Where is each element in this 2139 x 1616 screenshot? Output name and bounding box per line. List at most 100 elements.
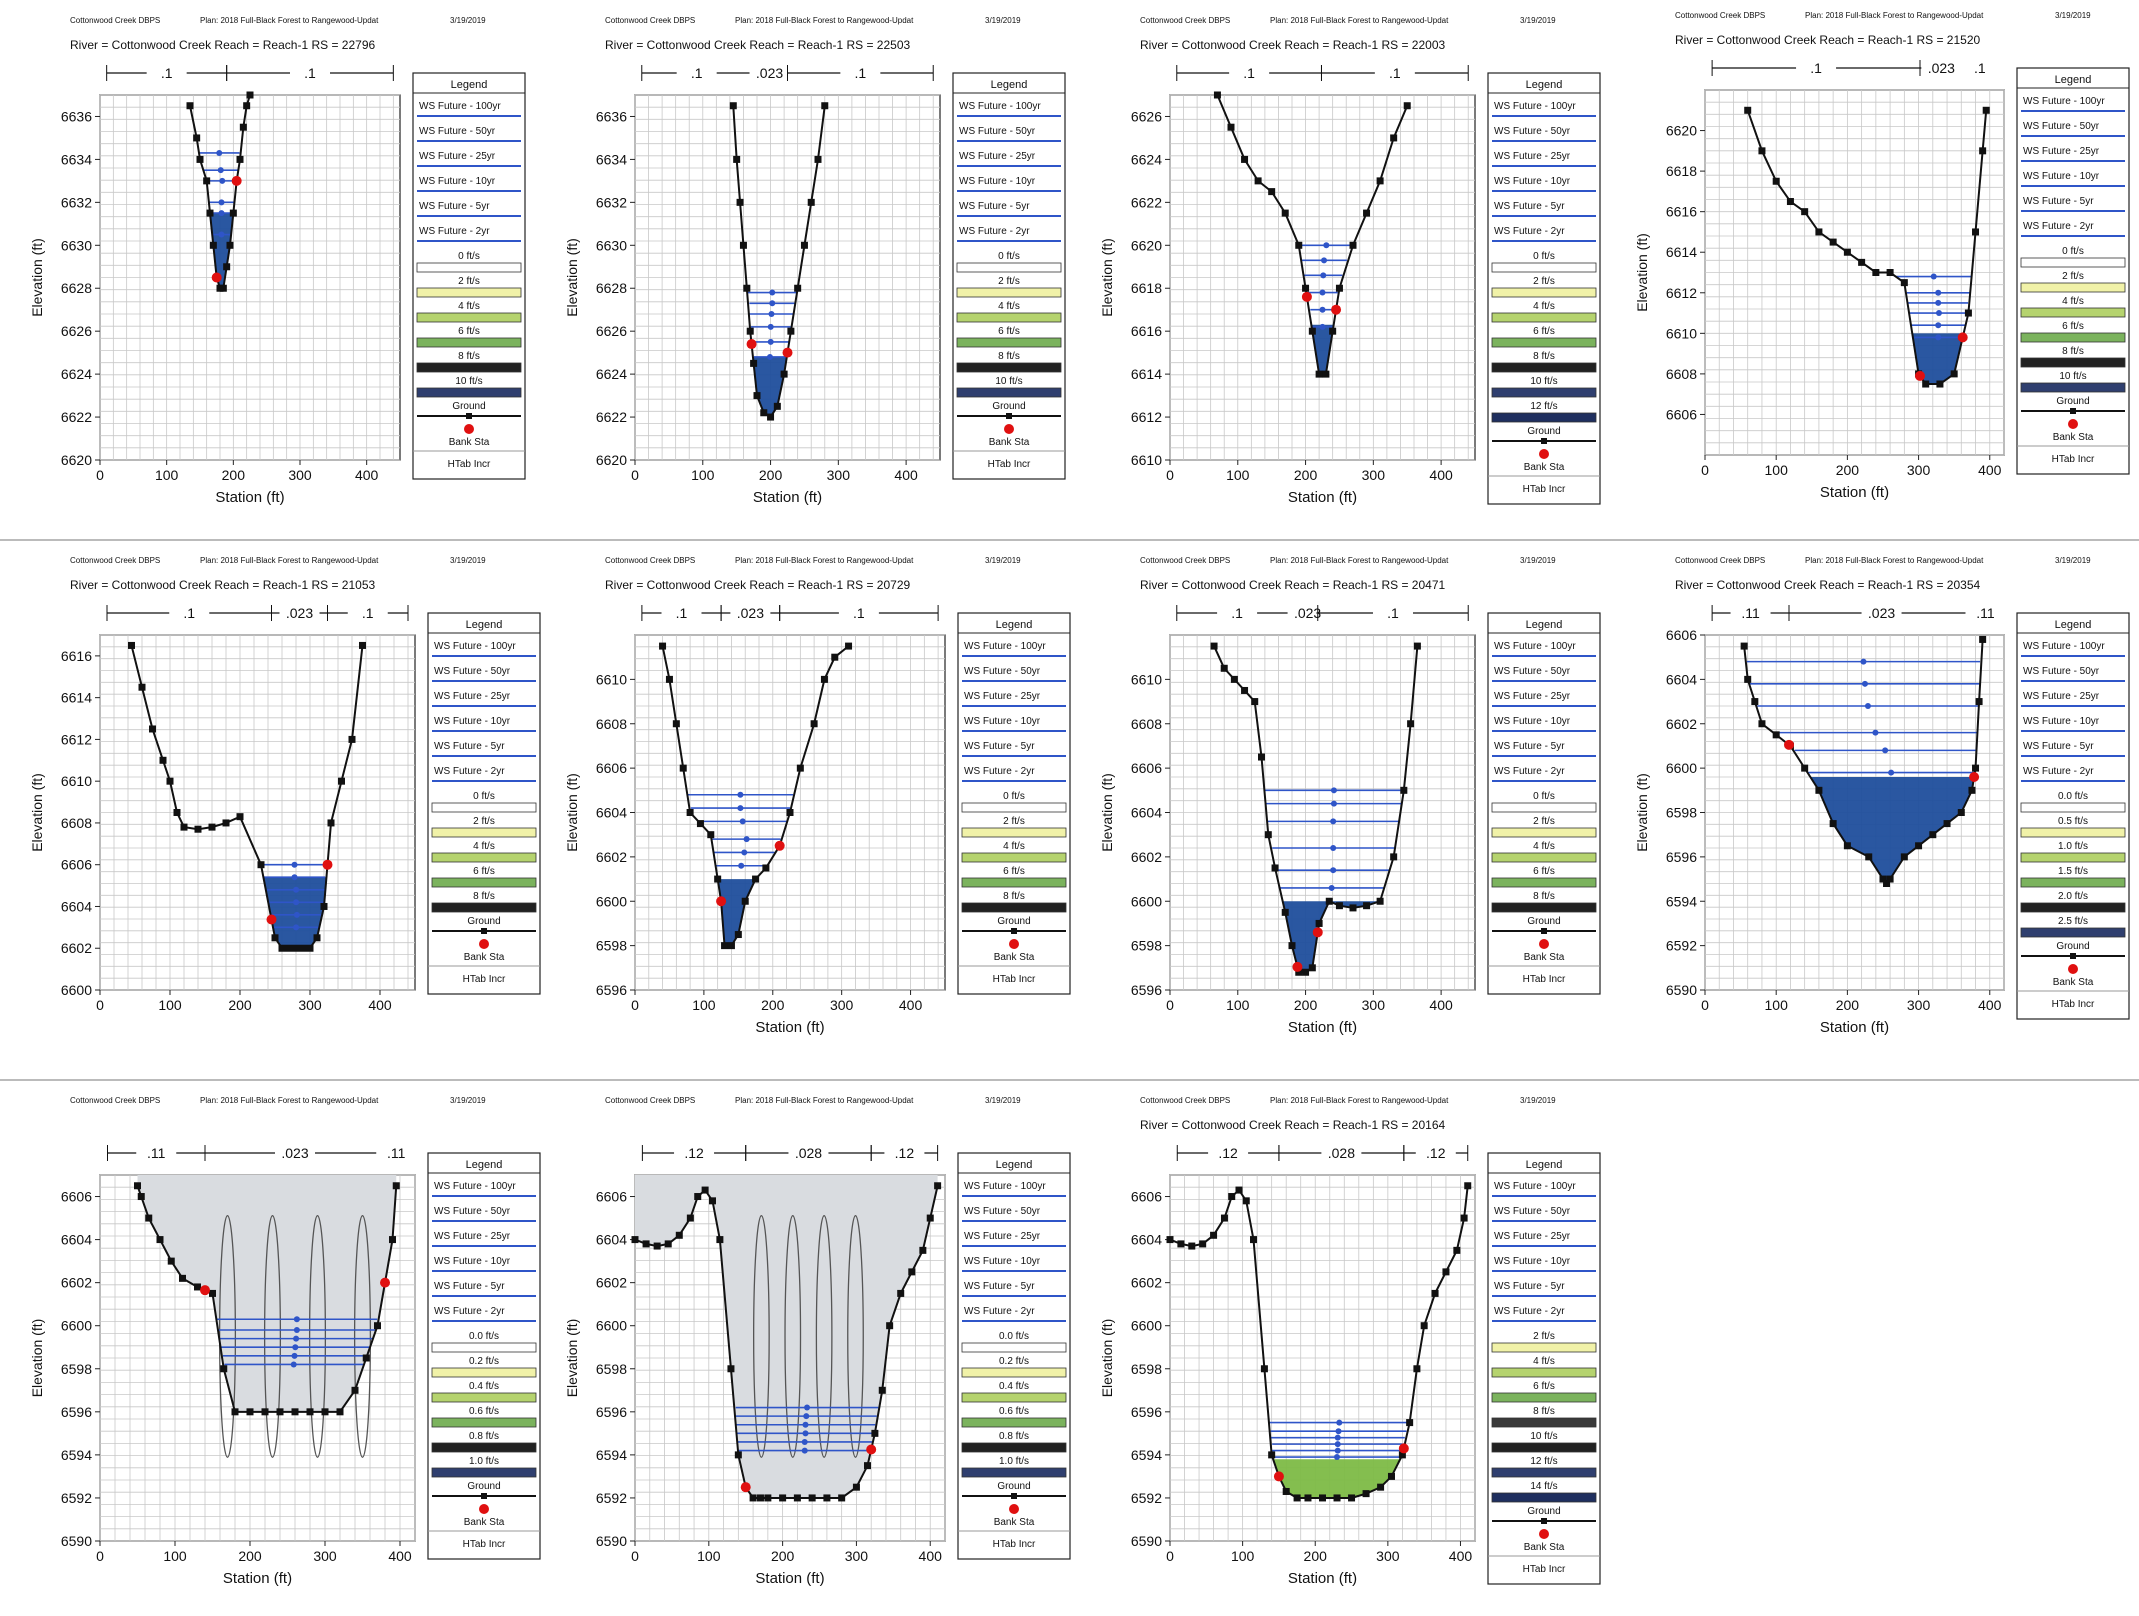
- n-value-label-bg: [884, 1141, 925, 1161]
- legend-title: Legend: [2055, 619, 2092, 631]
- ground-point: [1815, 228, 1823, 236]
- ground-point: [1964, 309, 1972, 317]
- ground-point: [1376, 897, 1384, 905]
- ws-marker: [1935, 310, 1942, 317]
- x-tick-label: 400: [1429, 997, 1453, 1013]
- bank-station-marker: [1331, 304, 1342, 315]
- legend-ws-label: WS Future - 10yr: [1494, 176, 1571, 187]
- header-project: Cottonwood Creek DBPS: [1140, 1096, 1230, 1105]
- y-tick-label: 6590: [1666, 982, 1697, 998]
- legend-htab-label: HTab Incr: [1523, 484, 1566, 495]
- header-date: 3/19/2019: [985, 1096, 1021, 1105]
- y-tick-label: 6598: [1666, 805, 1697, 821]
- legend-ws-label: WS Future - 10yr: [964, 716, 1041, 727]
- ground-point: [1886, 875, 1894, 883]
- ground-point: [1227, 123, 1235, 131]
- ground-point: [1758, 147, 1766, 155]
- ground-point: [1442, 1268, 1450, 1276]
- ground-point: [1376, 177, 1384, 185]
- ws-marker: [1336, 1419, 1343, 1426]
- cross-section-panel-11: Cottonwood Creek DBPS Plan: 2018 Full-Bla…: [1099, 1096, 1601, 1587]
- header-date: 3/19/2019: [985, 556, 1021, 565]
- y-tick-label: 6596: [1131, 1404, 1162, 1420]
- ground-point: [351, 1386, 359, 1394]
- legend-ground-point: [2070, 953, 2076, 959]
- ground-point: [374, 1322, 381, 1330]
- legend-velocity-label: 4 ft/s: [2062, 296, 2084, 307]
- y-tick-label: 6590: [61, 1533, 92, 1549]
- bank-station-marker: [774, 840, 785, 851]
- n-value-label-bg: [1861, 601, 1902, 621]
- ground-point: [810, 720, 818, 728]
- n-value-label-bg: [1321, 1141, 1362, 1161]
- ground-point: [1362, 1490, 1370, 1498]
- legend-velocity-label: 4 ft/s: [1533, 1356, 1555, 1367]
- legend-ws-label: WS Future - 5yr: [2023, 741, 2094, 752]
- y-tick-label: 6612: [1666, 285, 1697, 301]
- n-value-label-bg: [290, 61, 330, 81]
- header-project: Cottonwood Creek DBPS: [70, 16, 160, 25]
- ground-point: [173, 809, 181, 816]
- header-plan: Plan: 2018 Full-Black Forest to Rangewoo…: [200, 16, 379, 25]
- ground-point: [206, 209, 214, 217]
- ground-point: [1400, 786, 1408, 794]
- legend-velocity-swatch: [961, 802, 1067, 813]
- ground-point: [231, 1408, 239, 1416]
- legend-velocity-label: 8 ft/s: [998, 351, 1020, 362]
- legend-bank-label: Bank Sta: [1524, 462, 1565, 473]
- header-project: Cottonwood Creek DBPS: [70, 556, 160, 565]
- ws-marker: [801, 1438, 808, 1445]
- legend-htab-label: HTab Incr: [1523, 1564, 1566, 1575]
- header-plan: Plan: 2018 Full-Black Forest to Rangewoo…: [1270, 16, 1449, 25]
- legend-ws-label: WS Future - 10yr: [1494, 716, 1571, 727]
- x-tick-label: 200: [1836, 462, 1860, 478]
- header-date: 3/19/2019: [1520, 16, 1556, 25]
- ground-point: [1390, 853, 1398, 861]
- ground-point: [243, 102, 251, 110]
- y-axis-label: Elevation (ft): [1099, 238, 1115, 317]
- ground-point: [1883, 880, 1891, 887]
- ground-point: [236, 813, 244, 821]
- y-tick-label: 6612: [61, 731, 92, 747]
- n-value-label-bg: [146, 61, 187, 81]
- y-tick-label: 6624: [1131, 151, 1162, 167]
- y-tick-label: 6590: [1131, 1533, 1162, 1549]
- x-tick-label: 0: [96, 1548, 104, 1564]
- x-tick-label: 0: [1166, 1548, 1174, 1564]
- legend-ws-label: WS Future - 2yr: [1494, 766, 1565, 777]
- legend-velocity-swatch: [1491, 852, 1597, 863]
- y-tick-label: 6612: [1131, 409, 1162, 425]
- ground-point: [1281, 209, 1289, 217]
- legend-ws-label: WS Future - 5yr: [964, 1281, 1035, 1292]
- legend-velocity-label: 10 ft/s: [455, 376, 482, 387]
- legend-velocity-label: 4 ft/s: [1533, 301, 1555, 312]
- y-tick-label: 6592: [596, 1490, 627, 1506]
- ground-point: [159, 756, 167, 764]
- ground-point: [838, 1494, 846, 1502]
- x-tick-label: 100: [1226, 467, 1250, 483]
- x-axis-label: Station (ft): [755, 1570, 824, 1587]
- ground-point: [1900, 279, 1908, 287]
- ws-marker: [801, 1447, 808, 1454]
- ws-marker: [1882, 747, 1889, 754]
- ground-point: [852, 1483, 860, 1491]
- ground-point: [1975, 698, 1983, 706]
- ws-marker: [803, 1413, 810, 1420]
- legend-velocity-swatch: [416, 312, 522, 323]
- legend-ws-label: WS Future - 5yr: [434, 1281, 505, 1292]
- legend-velocity-label: 2 ft/s: [1003, 816, 1025, 827]
- ws-marker: [1335, 1428, 1342, 1435]
- x-tick-label: 200: [222, 467, 246, 483]
- legend-ws-label: WS Future - 100yr: [2023, 641, 2105, 652]
- legend-ws-label: WS Future - 2yr: [2023, 221, 2094, 232]
- legend-velocity-label: 0 ft/s: [1003, 791, 1025, 802]
- ground-point: [1979, 147, 1987, 155]
- ws-marker: [743, 836, 750, 843]
- ground-point: [871, 1429, 879, 1437]
- n-value-label: .12: [684, 1145, 704, 1161]
- ws-marker: [293, 1327, 300, 1334]
- n-value-label-bg: [1730, 601, 1771, 621]
- x-tick-label: 200: [238, 1548, 262, 1564]
- ground-point: [167, 1257, 175, 1265]
- ground-point: [196, 155, 204, 163]
